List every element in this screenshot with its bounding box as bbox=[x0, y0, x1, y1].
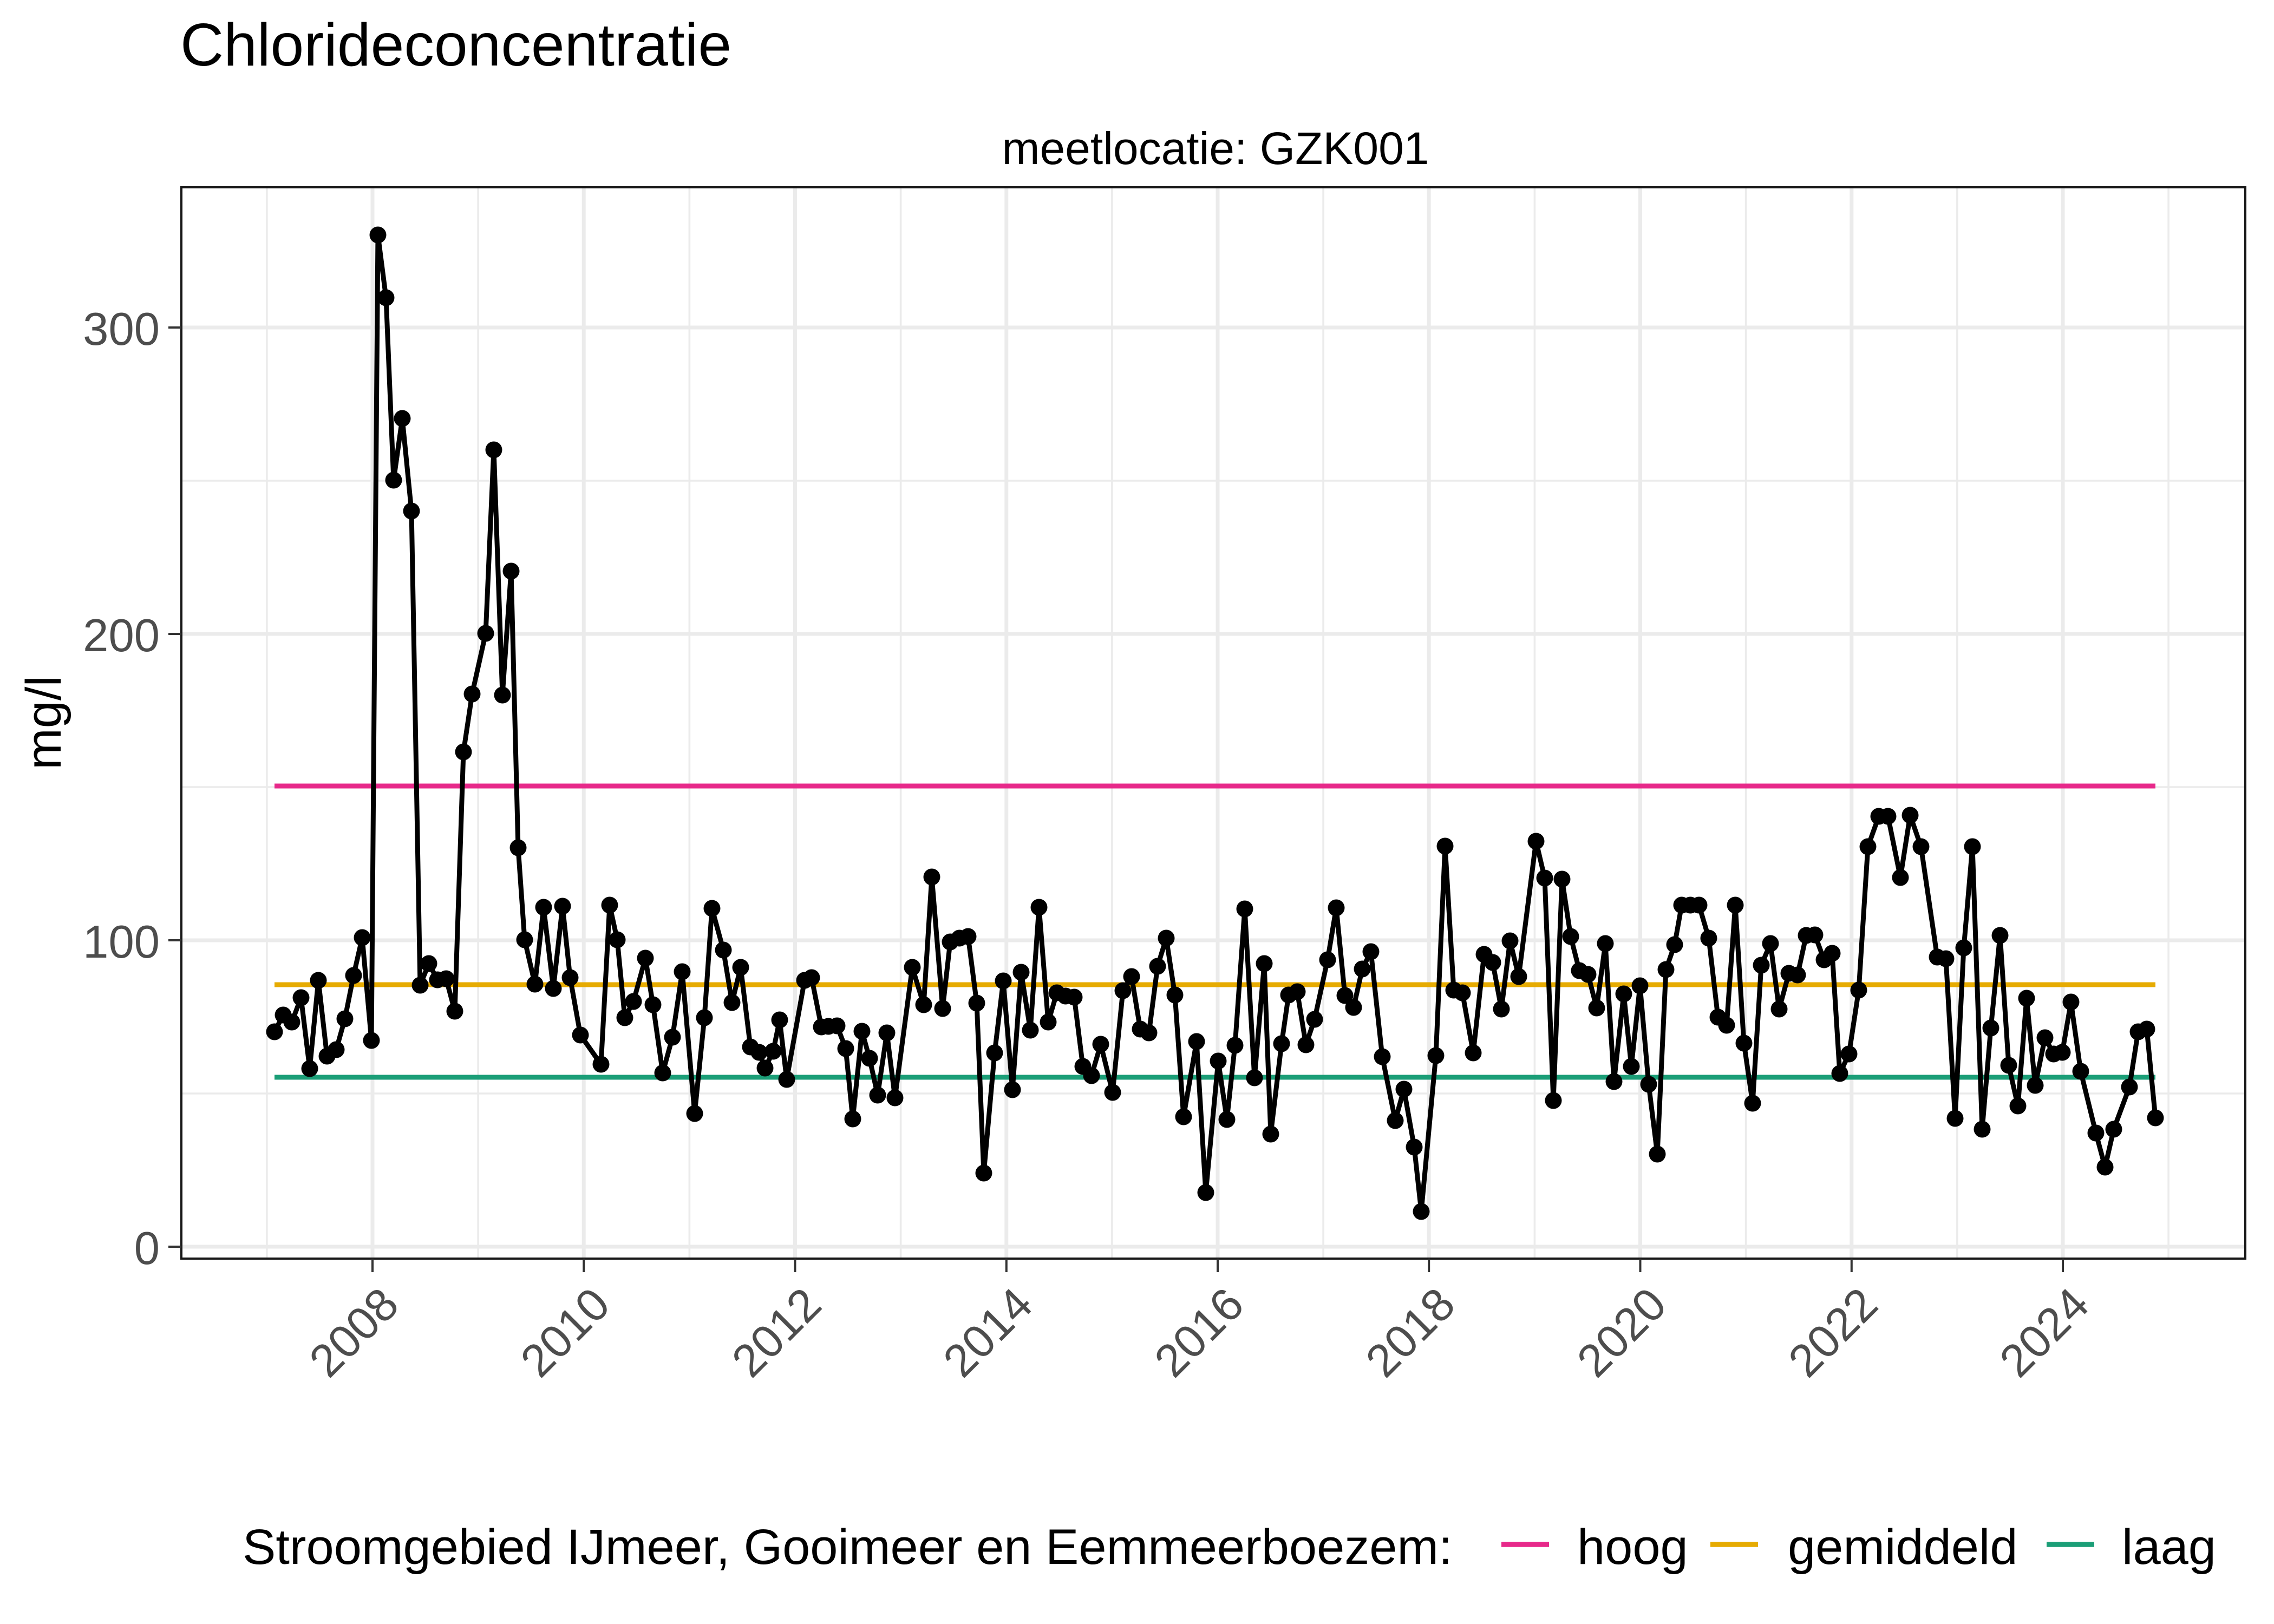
svg-text:meetlocatie: GZK001: meetlocatie: GZK001 bbox=[1002, 123, 1429, 174]
svg-text:gemiddeld: gemiddeld bbox=[1788, 1520, 2018, 1575]
svg-text:hoog: hoog bbox=[1577, 1520, 1688, 1575]
svg-text:Stroomgebied IJmeer, Gooimeer: Stroomgebied IJmeer, Gooimeer en Eemmeer… bbox=[243, 1520, 1453, 1575]
svg-text:Chlorideconcentratie: Chlorideconcentratie bbox=[180, 11, 731, 78]
svg-text:laag: laag bbox=[2122, 1520, 2216, 1575]
svg-text:200: 200 bbox=[83, 610, 160, 662]
svg-text:0: 0 bbox=[134, 1223, 160, 1274]
svg-text:mg/l: mg/l bbox=[16, 676, 71, 770]
svg-text:300: 300 bbox=[83, 304, 160, 355]
svg-text:100: 100 bbox=[83, 916, 160, 968]
